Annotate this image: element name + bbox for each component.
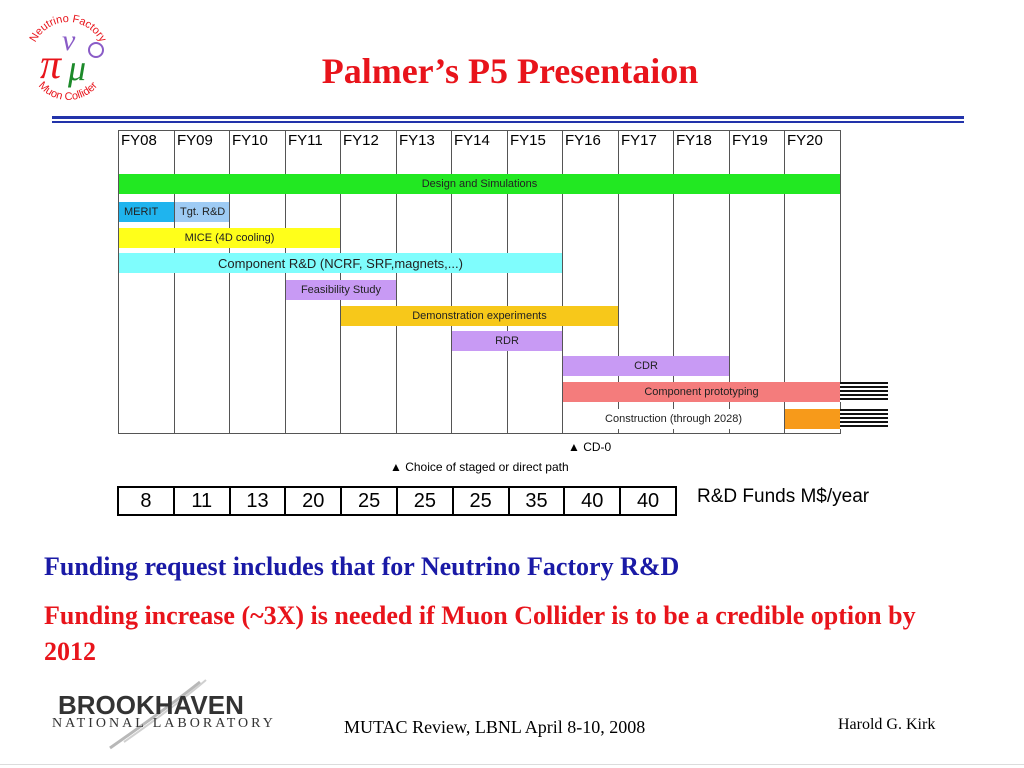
funds-value-cell: 13 [231, 488, 287, 514]
footer-author: Harold G. Kirk [838, 716, 936, 733]
milestone-label: CD-0 [583, 440, 612, 454]
brookhaven-name: BROOKHAVEN [58, 690, 244, 720]
continuation-hatch [840, 409, 888, 429]
logo-pi: π [40, 42, 62, 88]
year-label: FY13 [399, 132, 435, 149]
grid-line-vertical [507, 130, 508, 434]
funds-value-cell: 40 [636, 489, 660, 512]
grid-line-vertical [840, 130, 841, 434]
brookhaven-subtitle: NATIONAL LABORATORY [52, 716, 276, 731]
year-label: FY18 [676, 132, 712, 149]
task-bar [785, 409, 840, 429]
grid-line-vertical [118, 130, 119, 434]
milestone-label: Choice of staged or direct path [405, 460, 569, 474]
grid-line-horizontal [118, 433, 840, 434]
footer-event: MUTAC Review, LBNL April 8-10, 2008 [344, 717, 646, 737]
task-bar: Design and Simulations [119, 174, 840, 194]
year-label: FY16 [565, 132, 601, 149]
slide-title: Palmer’s P5 Presentaion [321, 51, 699, 91]
task-bar: Tgt. R&D [175, 202, 229, 222]
bottom-divider [0, 764, 1024, 765]
task-bar: CDR [563, 356, 729, 376]
funds-table: 8 11 13 20 25 25 25 35 40 40 [117, 486, 677, 516]
bullet-funding-request: Funding request includes that for Neutri… [44, 552, 680, 581]
funds-value-cell: 25 [398, 488, 454, 514]
funds-value-cell: 8 [119, 488, 175, 514]
task-bar: Component R&D (NCRF, SRF,magnets,...) [119, 253, 562, 273]
task-bar: RDR [452, 331, 562, 351]
task-bar: Feasibility Study [286, 280, 396, 300]
grid-line-vertical [285, 130, 286, 434]
year-label: FY17 [621, 132, 657, 149]
grid-line-vertical [451, 130, 452, 434]
year-label: FY19 [732, 132, 768, 149]
grid-line-vertical [618, 130, 619, 434]
title-divider [52, 116, 964, 119]
funds-value-cell: 11 [175, 488, 231, 514]
year-label: FY20 [787, 132, 823, 149]
brookhaven-logo: BROOKHAVEN NATIONAL LABORATORY [50, 676, 280, 756]
year-label: FY14 [454, 132, 490, 149]
year-label: FY12 [343, 132, 379, 149]
year-label: FY11 [288, 132, 323, 149]
grid-line-vertical [396, 130, 397, 434]
neutrino-factory-logo: Neutrino Factory Muon Collider π ν μ [28, 13, 109, 103]
logo-mu: μ [67, 48, 86, 88]
funds-label: R&D Funds M$/year [697, 486, 870, 507]
task-bar: MICE (4D cooling) [119, 228, 340, 248]
year-label: FY08 [121, 132, 157, 149]
grid-line-vertical [562, 130, 563, 434]
milestone-marker: ▲ Choice of staged or direct path [390, 460, 569, 474]
year-label: FY15 [510, 132, 546, 149]
brookhaven-swoosh-icon [109, 679, 207, 750]
task-bar: Construction (through 2028) [563, 409, 784, 429]
grid-line-vertical [673, 130, 674, 434]
milestone-marker: ▲ CD-0 [568, 440, 611, 454]
bullet-funding-increase: Funding increase (~3X) is needed if Muon… [44, 601, 916, 666]
funds-value-cell: 40 [565, 488, 622, 514]
task-bar: Component prototyping [563, 382, 840, 402]
logo-nu: ν [62, 24, 76, 57]
task-bar: MERIT [119, 202, 174, 222]
funds-value-cell: 35 [510, 488, 566, 514]
program-timeline-chart: FY08 FY09 FY10 FY11 FY12 FY13 FY14 FY15 FY16 FY17… [118, 130, 890, 474]
grid-line-vertical [784, 130, 785, 434]
grid-line-horizontal [118, 130, 840, 131]
grid-line-vertical [174, 130, 175, 434]
task-bar: Demonstration experiments [341, 306, 618, 326]
triangle-icon: ▲ [390, 460, 406, 474]
grid-line-vertical [229, 130, 230, 434]
funds-value-cell: 20 [286, 488, 343, 514]
year-label: FY10 [232, 132, 268, 149]
triangle-icon: ▲ [568, 440, 584, 454]
year-label: FY09 [177, 132, 213, 149]
funds-value-cell: 25 [342, 488, 398, 514]
title-divider-secondary [52, 121, 964, 123]
grid-line-vertical [729, 130, 730, 434]
continuation-hatch [840, 382, 888, 402]
funds-value-cell: 25 [454, 488, 510, 514]
